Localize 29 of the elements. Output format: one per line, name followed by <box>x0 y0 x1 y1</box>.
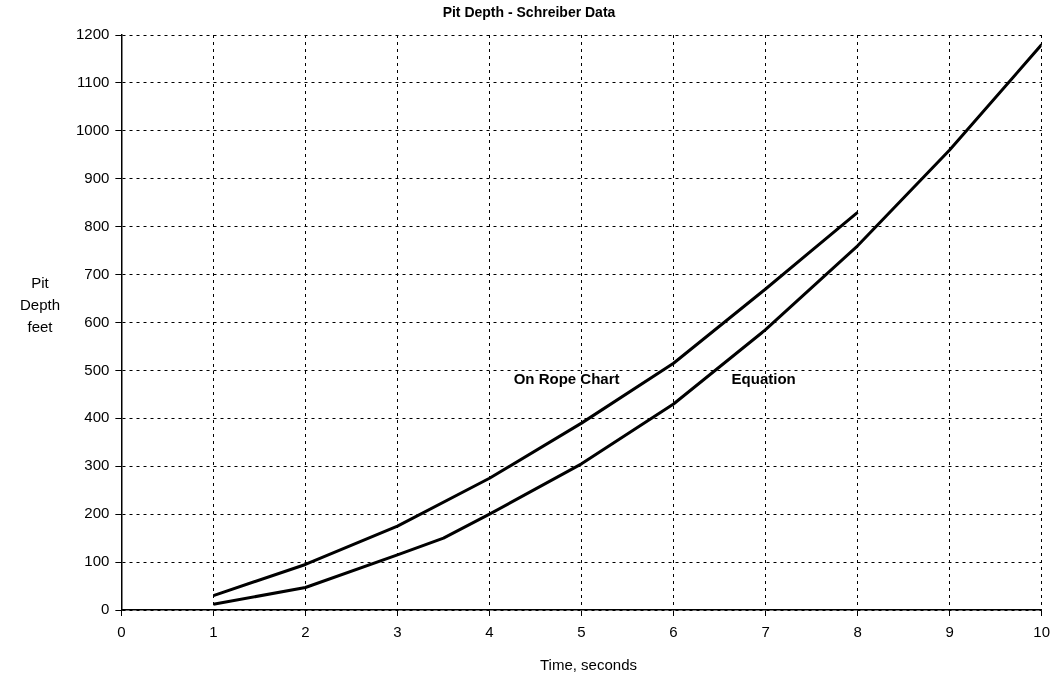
chart-title: Pit Depth - Schreiber Data <box>441 4 617 20</box>
y-tick-label: 900 <box>84 168 110 186</box>
x-tick-label: 5 <box>577 623 586 641</box>
x-tick-label: 6 <box>669 623 678 641</box>
x-tick-label: 3 <box>393 623 402 641</box>
y-tick-label: 300 <box>84 456 110 474</box>
y-tick-label: 500 <box>84 360 110 378</box>
x-tick-label: 10 <box>1033 623 1050 641</box>
x-tick-label: 2 <box>301 623 310 641</box>
y-tick-label: 1000 <box>75 120 110 138</box>
y-tick-label: 800 <box>84 216 110 234</box>
series-label: Equation <box>731 370 796 388</box>
x-tick-label: 0 <box>117 623 126 641</box>
x-tick-label: 4 <box>485 623 494 641</box>
y-tick-label: 0 <box>101 600 110 618</box>
x-tick-label: 7 <box>761 623 770 641</box>
y-tick-label: 200 <box>84 504 110 522</box>
x-axis-title: Time, seconds <box>539 656 638 673</box>
y-tick-label: 1200 <box>75 25 110 43</box>
x-tick-label: 9 <box>945 623 954 641</box>
x-tick-label: 1 <box>209 623 218 641</box>
series-label: On Rope Chart <box>513 369 620 387</box>
y-tick-label: 700 <box>84 264 110 282</box>
x-tick-label: 8 <box>853 623 862 641</box>
y-tick-label: 400 <box>84 408 110 426</box>
y-tick-label: 100 <box>84 552 110 570</box>
y-axis-title: Pit Depth feet <box>19 273 61 337</box>
y-tick-label: 600 <box>84 312 110 330</box>
y-tick-label: 1100 <box>77 73 110 91</box>
